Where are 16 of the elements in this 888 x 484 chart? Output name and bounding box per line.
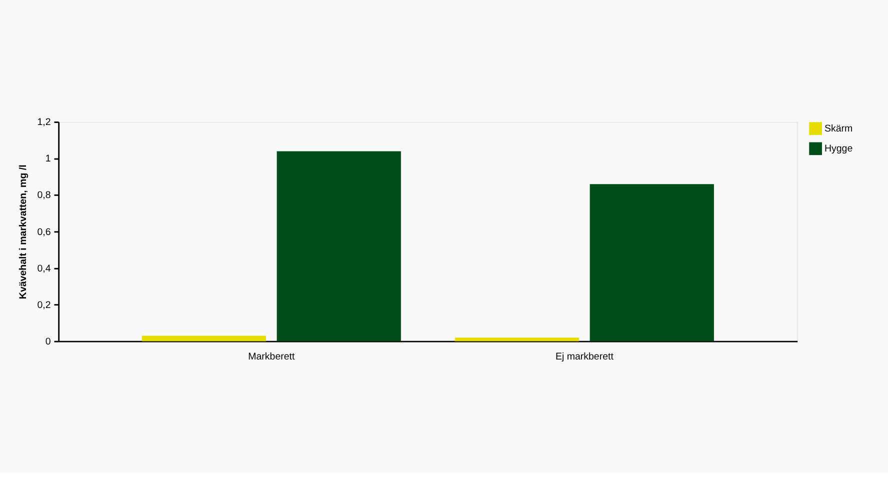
bar	[590, 184, 714, 342]
x-tick-label: Ej markberett	[555, 351, 614, 362]
y-tick-label: 0,4	[37, 263, 52, 274]
bar	[142, 336, 266, 342]
y-tick-label: 1	[45, 154, 51, 165]
y-tick-label: 0,6	[37, 226, 51, 238]
legend-label: Skärm	[824, 123, 853, 134]
y-tick-label: 0	[45, 336, 52, 348]
bar	[276, 151, 401, 342]
y-tick-label: 0,2	[37, 300, 51, 311]
legend-label: Hygge	[824, 144, 853, 155]
bar	[454, 338, 580, 342]
x-tick-label: Markberett	[248, 351, 295, 362]
y-axis-title: Kvävehalt i markvatten, mg /l	[18, 164, 29, 300]
y-tick-label: 1,2	[37, 117, 51, 128]
y-tick-label: 0,8	[37, 190, 51, 202]
